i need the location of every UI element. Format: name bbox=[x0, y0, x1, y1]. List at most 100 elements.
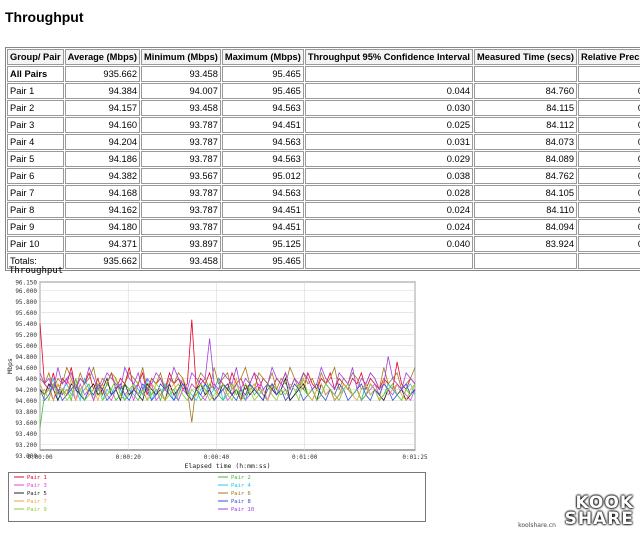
table-cell: 94.451 bbox=[221, 117, 304, 133]
x-tick-label: 0:01:00 bbox=[292, 454, 318, 461]
table-cell: 0.028 bbox=[304, 185, 474, 201]
table-cell: 94.451 bbox=[221, 202, 304, 218]
table-cell: 94.384 bbox=[64, 83, 141, 99]
page-title: Throughput bbox=[5, 9, 84, 25]
table-cell: 95.465 bbox=[221, 253, 304, 269]
table-cell: 0.026 bbox=[578, 219, 640, 235]
y-tick-label: 93.800 bbox=[15, 409, 37, 416]
table-cell bbox=[474, 253, 578, 269]
legend-item: Pair 10 bbox=[231, 507, 254, 513]
table-cell: 94.371 bbox=[64, 236, 141, 252]
column-header: Group/ Pair bbox=[7, 49, 64, 65]
table-cell: 93.787 bbox=[141, 117, 221, 133]
x-tick-label: 0:00:20 bbox=[116, 454, 142, 461]
y-tick-label: 95.600 bbox=[15, 310, 37, 317]
table-cell bbox=[578, 253, 640, 269]
table-cell: 84.115 bbox=[474, 100, 578, 116]
row-label: Pair 4 bbox=[7, 134, 64, 150]
row-label: Pair 7 bbox=[7, 185, 64, 201]
table-row: Pair 1094.37193.89795.1250.04083.9240.04… bbox=[7, 236, 640, 252]
table-cell: 84.110 bbox=[474, 202, 578, 218]
table-cell: 0.029 bbox=[304, 151, 474, 167]
table-cell: 935.662 bbox=[64, 253, 141, 269]
table-cell: 93.787 bbox=[141, 134, 221, 150]
legend-item: Pair 4 bbox=[231, 483, 252, 489]
table-cell: 0.024 bbox=[304, 219, 474, 235]
plot-area bbox=[39, 281, 416, 451]
y-tick-label: 93.600 bbox=[15, 420, 37, 427]
y-tick-label: 96.000 bbox=[15, 288, 37, 295]
table-cell: 0.032 bbox=[578, 134, 640, 150]
y-tick-label: 94.400 bbox=[15, 376, 37, 383]
table-cell: 95.012 bbox=[221, 168, 304, 184]
x-tick-label: 0:01:25 bbox=[402, 454, 428, 461]
table-cell: 0.038 bbox=[304, 168, 474, 184]
y-tick-label: 94.600 bbox=[15, 365, 37, 372]
table-cell bbox=[304, 66, 474, 82]
y-tick-label: 93.000 bbox=[15, 453, 37, 460]
table-cell: 84.112 bbox=[474, 117, 578, 133]
y-tick-label: 95.200 bbox=[15, 332, 37, 339]
row-label: Pair 1 bbox=[7, 83, 64, 99]
table-cell: 95.465 bbox=[221, 83, 304, 99]
throughput-table: Group/ Pair Average (Mbps) Minimum (Mbps) M… bbox=[5, 47, 640, 271]
table-cell: 0.030 bbox=[578, 185, 640, 201]
table-cell: 94.162 bbox=[64, 202, 141, 218]
series-line-9 bbox=[39, 377, 416, 402]
legend-item: Pair 8 bbox=[231, 499, 251, 505]
series-line-10 bbox=[39, 338, 416, 391]
chart-legend bbox=[8, 472, 426, 522]
chart-title: Throughput bbox=[9, 266, 64, 276]
table-cell: 935.662 bbox=[64, 66, 141, 82]
table-cell: 94.563 bbox=[221, 134, 304, 150]
table-cell: 0.040 bbox=[304, 236, 474, 252]
table-cell: 84.073 bbox=[474, 134, 578, 150]
table-cell: 0.024 bbox=[304, 202, 474, 218]
table-cell bbox=[578, 66, 640, 82]
table-cell: 93.787 bbox=[141, 202, 221, 218]
row-label: Pair 6 bbox=[7, 168, 64, 184]
row-label: Pair 5 bbox=[7, 151, 64, 167]
watermark-logo: KOOK SHARE bbox=[565, 495, 634, 528]
table-cell: 84.760 bbox=[474, 83, 578, 99]
column-header: Measured Time (secs) bbox=[474, 49, 578, 65]
legend-item: Pair 5 bbox=[27, 491, 47, 497]
table-cell: 84.105 bbox=[474, 185, 578, 201]
row-label: Pair 8 bbox=[7, 202, 64, 218]
table-cell: 94.168 bbox=[64, 185, 141, 201]
table-cell: 0.031 bbox=[578, 151, 640, 167]
table-cell: 95.465 bbox=[221, 66, 304, 82]
column-header: Maximum (Mbps) bbox=[221, 49, 304, 65]
y-tick-label: 96.150 bbox=[15, 280, 37, 287]
table-cell: 94.157 bbox=[64, 100, 141, 116]
table-cell: 94.563 bbox=[221, 151, 304, 167]
table-cell: 83.924 bbox=[474, 236, 578, 252]
table-cell: 94.204 bbox=[64, 134, 141, 150]
table-cell: 94.451 bbox=[221, 219, 304, 235]
table-cell: 93.458 bbox=[141, 66, 221, 82]
table-cell: 0.032 bbox=[578, 100, 640, 116]
table-cell: 84.094 bbox=[474, 219, 578, 235]
watermark-site: koolshare.cn bbox=[518, 522, 556, 529]
column-header: Average (Mbps) bbox=[64, 49, 141, 65]
row-label: All Pairs bbox=[7, 66, 64, 82]
column-header: Throughput 95% Confidence Interval bbox=[304, 49, 474, 65]
table-cell: 93.787 bbox=[141, 151, 221, 167]
table-cell: 94.180 bbox=[64, 219, 141, 235]
table-cell: 94.160 bbox=[64, 117, 141, 133]
legend-item: Pair 9 bbox=[27, 507, 47, 513]
table-cell: 0.025 bbox=[304, 117, 474, 133]
x-tick-label: 0:00:40 bbox=[204, 454, 230, 461]
y-tick-label: 93.400 bbox=[15, 431, 37, 438]
table-cell: 0.047 bbox=[578, 83, 640, 99]
table-cell: 95.125 bbox=[221, 236, 304, 252]
x-tick-label: 0:00:00 bbox=[27, 454, 53, 461]
column-header: Minimum (Mbps) bbox=[141, 49, 221, 65]
